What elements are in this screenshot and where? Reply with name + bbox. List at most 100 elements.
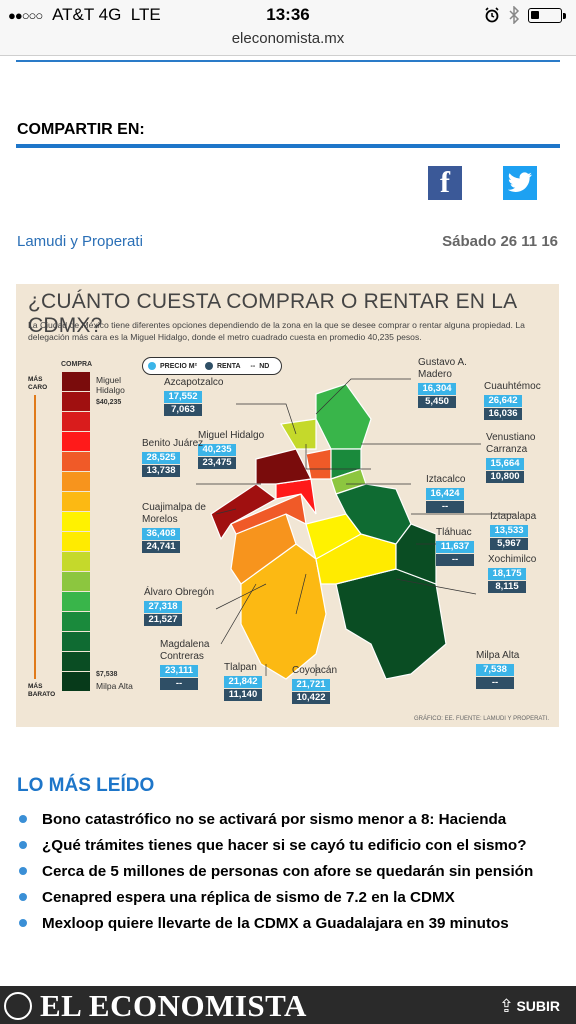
status-icons [484, 6, 566, 24]
most-read-item[interactable]: Cerca de 5 millones de personas con afor… [19, 858, 576, 884]
precio-value: 16,304 [418, 383, 456, 395]
renta-value: 8,115 [488, 581, 526, 593]
municipality-name: Magdalena Contreras [160, 639, 210, 662]
scale-swatch [62, 532, 90, 551]
most-read-link[interactable]: Bono catastrófico no se activará por sis… [42, 810, 507, 828]
precio-value: 36,408 [142, 528, 180, 540]
precio-value: 21,842 [224, 676, 262, 688]
bullet-icon [19, 841, 27, 849]
scale-top-value: $40,235 [96, 399, 122, 406]
municipality-name: Gustavo A. Madero [418, 357, 467, 380]
precio-value: 7,538 [476, 664, 514, 676]
municipality-name: Benito Juárez [142, 438, 204, 449]
municipality-name: Álvaro Obregón [144, 587, 215, 598]
renta-value: 5,450 [418, 396, 456, 408]
bullet-icon [19, 919, 27, 927]
most-read-link[interactable]: ¿Qué trámites tienes que hacer si se cay… [42, 836, 527, 854]
renta-value: -- [436, 554, 474, 566]
municipality-name: Azcapotzalco [164, 377, 224, 388]
precio-value: 23,111 [160, 665, 198, 677]
share-title: COMPARTIR EN: [17, 121, 145, 138]
region-cuajimalpa [210, 483, 278, 541]
battery-icon [528, 7, 566, 23]
most-read-title: LO MÁS LEÍDO [17, 775, 155, 796]
nd-swatch: -- [250, 362, 256, 370]
scale-swatch [62, 672, 90, 691]
municipality-name: Iztacalco [426, 474, 466, 485]
share-divider [16, 144, 560, 148]
twitter-icon [507, 172, 532, 192]
precio-value: 26,642 [484, 395, 522, 407]
bluetooth-icon [509, 6, 520, 24]
most-read-item[interactable]: Cenapred espera una réplica de sismo de … [19, 884, 576, 910]
region-miguel-hidalgo [255, 448, 312, 485]
renta-value: 24,741 [142, 541, 180, 553]
renta-value: 10,422 [292, 692, 330, 704]
subir-button[interactable]: SUBIR [516, 998, 560, 1014]
infographic: ¿CUÁNTO CUESTA COMPRAR O RENTAR EN LA CD… [16, 284, 559, 727]
region-gam [315, 383, 372, 450]
scale-swatch [62, 492, 90, 511]
site-logo[interactable]: EL ECONOMISTA [40, 988, 307, 1023]
scale-swatch [62, 632, 90, 651]
clock: 13:36 [266, 5, 310, 24]
renta-value: -- [160, 678, 198, 690]
renta-swatch [204, 362, 213, 370]
scale-swatch [62, 572, 90, 591]
infographic-credit: GRÁFICO: EE. FUENTE: LAMUDI Y PROPERATI. [413, 716, 549, 722]
scale-swatch [62, 552, 90, 571]
renta-value: -- [426, 501, 464, 513]
scale-swatch [62, 512, 90, 531]
legend-nd: ND [259, 362, 270, 370]
bullet-icon [19, 893, 27, 901]
most-read-item[interactable]: Bono catastrófico no se activará por sis… [19, 806, 576, 832]
most-read-link[interactable]: Cerca de 5 millones de personas con afor… [42, 862, 534, 880]
scale-swatch [62, 472, 90, 491]
header-divider [16, 60, 560, 62]
alarm-icon [485, 7, 499, 23]
most-read-item[interactable]: Mexloop quiere llevarte de la CDMX a Gua… [19, 910, 576, 936]
municipality-name: Iztapalapa [490, 511, 537, 522]
precio-value: 11,637 [436, 541, 474, 553]
precio-value: 15,664 [486, 458, 524, 470]
municipality-name: Venustiano Carranza [486, 432, 536, 455]
scale-bottom-value: $7,538 [96, 671, 118, 678]
renta-value: 10,800 [486, 471, 524, 483]
scale-swatch [62, 432, 90, 451]
precio-value: 13,533 [490, 525, 528, 537]
most-read-link[interactable]: Mexloop quiere llevarte de la CDMX a Gua… [42, 914, 509, 932]
region-alvaro-obregon [230, 493, 307, 535]
precio-value: 18,175 [488, 568, 526, 580]
most-read-list: Bono catastrófico no se activará por sis… [19, 806, 576, 936]
bullet-icon [19, 815, 27, 823]
precio-value: 21,721 [292, 679, 330, 691]
municipality-name: Tláhuac [436, 527, 472, 538]
facebook-share-button[interactable]: f [428, 166, 462, 200]
precio-value: 17,552 [164, 391, 202, 403]
article-source-link[interactable]: Lamudi y Properati [17, 233, 143, 250]
scale-swatch [62, 452, 90, 471]
twitter-share-button[interactable] [503, 166, 537, 200]
legend-precio: PRECIO M² [160, 362, 197, 370]
region-cuauhtemoc [305, 448, 332, 480]
municipality-name: Milpa Alta [476, 650, 520, 661]
signal-icon: ●●○○○ [8, 8, 43, 23]
share-up-icon[interactable]: ⇪ [498, 996, 514, 1016]
municipality-name: Miguel Hidalgo [198, 430, 265, 441]
municipality-name: Cuauhtémoc [484, 381, 541, 392]
scale-swatch [62, 392, 90, 411]
municipality-name: Tlalpan [224, 662, 257, 673]
site-footer-bar: EL ECONOMISTA ⇪ SUBIR [0, 986, 576, 1024]
most-read-link[interactable]: Cenapred espera una réplica de sismo de … [42, 888, 455, 906]
precio-value: 16,424 [426, 488, 464, 500]
precio-value: 40,235 [198, 444, 236, 456]
renta-value: 21,527 [144, 614, 182, 626]
renta-value: 16,036 [484, 408, 522, 420]
most-read-item[interactable]: ¿Qué trámites tienes que hacer si se cay… [19, 832, 576, 858]
renta-value: 7,063 [164, 404, 202, 416]
municipality-name: Coyoacán [292, 665, 338, 676]
scale-bottom-label: Milpa Alta [96, 681, 133, 691]
facebook-icon: f [440, 166, 450, 199]
scale-swatch [62, 652, 90, 671]
address-bar[interactable]: eleconomista.mx [231, 30, 345, 47]
